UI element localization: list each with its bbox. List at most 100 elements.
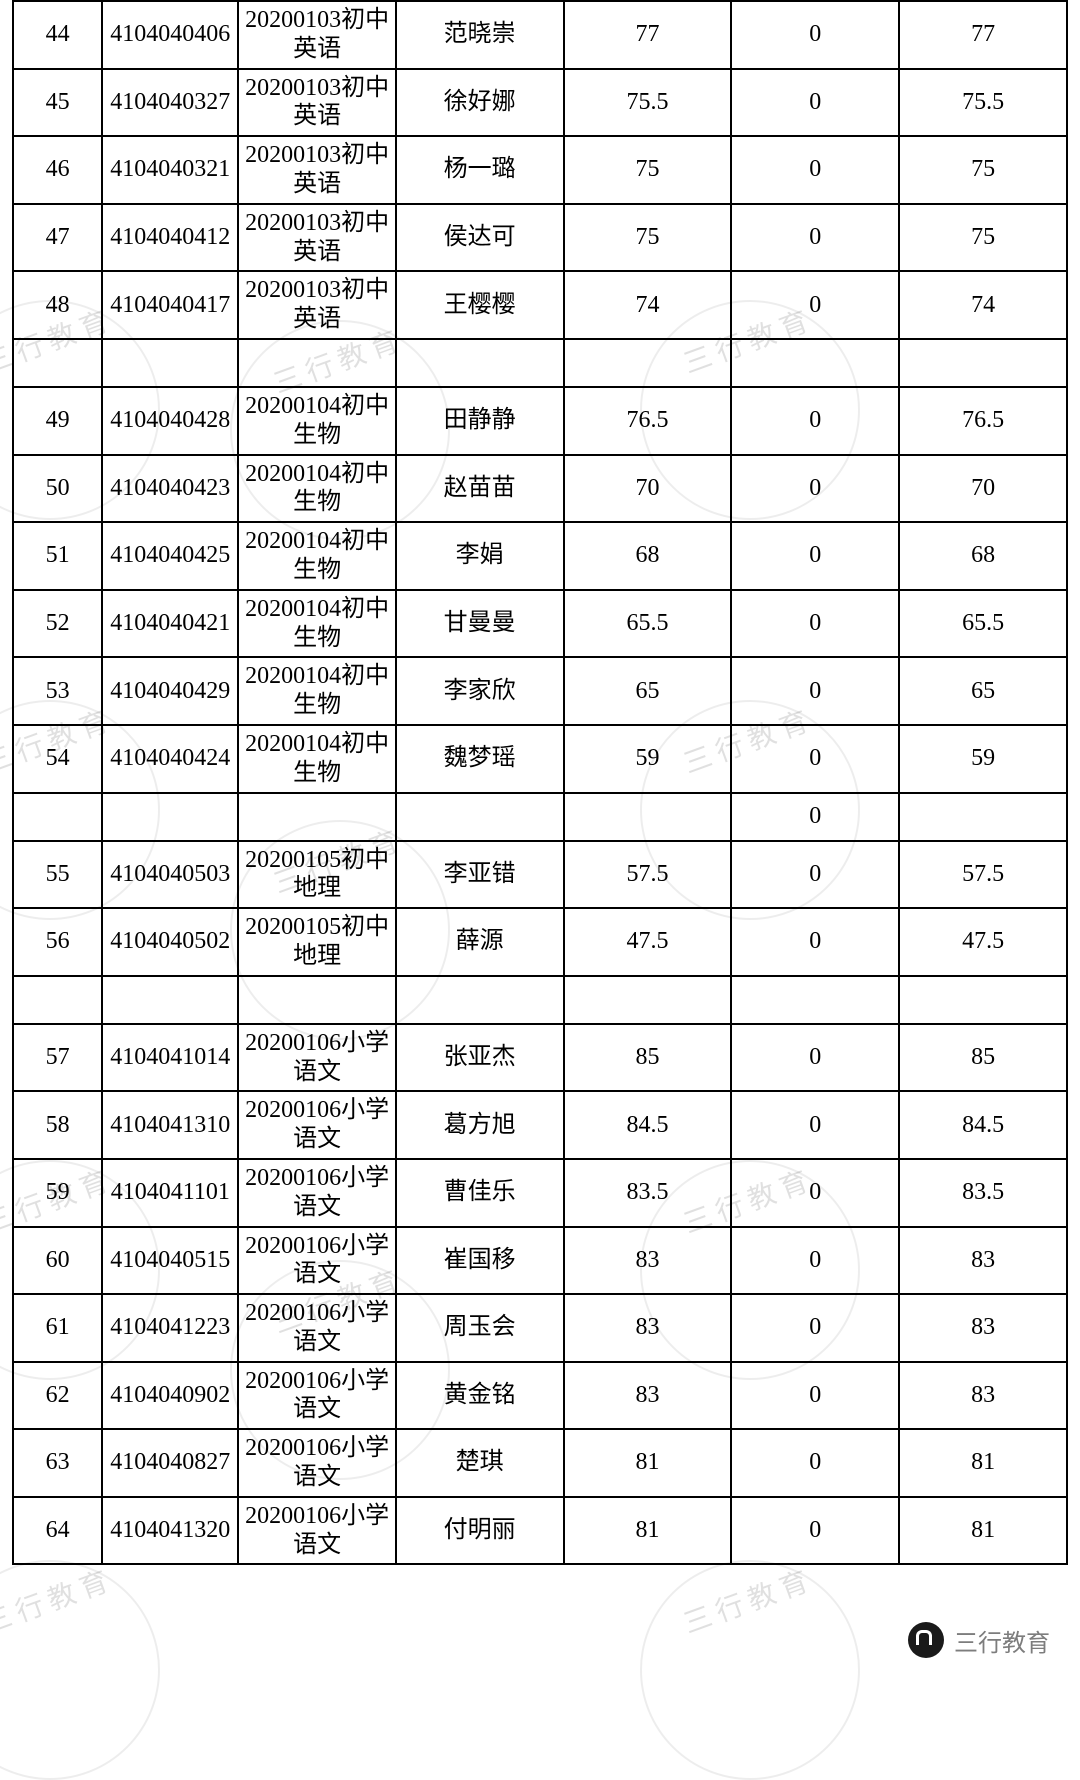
cell-name: 楚琪 — [396, 1429, 564, 1497]
table-row: 56410404050220200105初中地理薛源47.5047.5 — [13, 908, 1067, 976]
cell-score2: 0 — [731, 1, 899, 69]
table-row: 47410404041220200103初中英语侯达可75075 — [13, 204, 1067, 272]
cell-total — [899, 976, 1067, 1024]
cell-total: 57.5 — [899, 841, 1067, 909]
cell-exam-number: 4104040429 — [102, 657, 238, 725]
cell-total: 65 — [899, 657, 1067, 725]
cell-score1: 75 — [564, 136, 732, 204]
cell-name: 杨一璐 — [396, 136, 564, 204]
cell-score2: 0 — [731, 1362, 899, 1430]
cell-subject: 20200103初中英语 — [238, 271, 395, 339]
cell-name: 付明丽 — [396, 1497, 564, 1565]
score-table-body: 44410404040620200103初中英语范晓崇7707745410404… — [13, 1, 1067, 1564]
table-row: 62410404090220200106小学语文黄金铭83083 — [13, 1362, 1067, 1430]
cell-total: 65.5 — [899, 590, 1067, 658]
cell-score2 — [731, 339, 899, 387]
cell-exam-number: 4104040327 — [102, 69, 238, 137]
cell-total: 83 — [899, 1294, 1067, 1362]
cell-exam-number: 4104040421 — [102, 590, 238, 658]
cell-score1: 68 — [564, 522, 732, 590]
cell-score2: 0 — [731, 522, 899, 590]
cell-score1: 75.5 — [564, 69, 732, 137]
table-row: 61410404122320200106小学语文周玉会83083 — [13, 1294, 1067, 1362]
cell-score2: 0 — [731, 1024, 899, 1092]
cell-exam-number: 4104040412 — [102, 204, 238, 272]
cell-total: 83.5 — [899, 1159, 1067, 1227]
cell-total: 85 — [899, 1024, 1067, 1092]
table-row: 64410404132020200106小学语文付明丽81081 — [13, 1497, 1067, 1565]
cell-subject: 20200106小学语文 — [238, 1294, 395, 1362]
cell-total: 59 — [899, 725, 1067, 793]
cell-name: 李娟 — [396, 522, 564, 590]
table-row — [13, 976, 1067, 1024]
cell-subject: 20200103初中英语 — [238, 204, 395, 272]
cell-subject: 20200105初中地理 — [238, 908, 395, 976]
cell-score1: 77 — [564, 1, 732, 69]
cell-name: 张亚杰 — [396, 1024, 564, 1092]
cell-name: 李家欣 — [396, 657, 564, 725]
cell-subject: 20200104初中生物 — [238, 455, 395, 523]
cell-index: 48 — [13, 271, 102, 339]
cell-score1 — [564, 793, 732, 841]
cell-index: 50 — [13, 455, 102, 523]
cell-score1: 65.5 — [564, 590, 732, 658]
cell-subject: 20200106小学语文 — [238, 1227, 395, 1295]
table-row: 0 — [13, 793, 1067, 841]
cell-total: 70 — [899, 455, 1067, 523]
cell-total: 81 — [899, 1429, 1067, 1497]
cell-total: 83 — [899, 1362, 1067, 1430]
cell-score1: 83 — [564, 1294, 732, 1362]
cell-score1: 83 — [564, 1362, 732, 1430]
cell-total — [899, 339, 1067, 387]
cell-name: 甘曼曼 — [396, 590, 564, 658]
cell-exam-number — [102, 976, 238, 1024]
cell-total: 81 — [899, 1497, 1067, 1565]
cell-exam-number: 4104040902 — [102, 1362, 238, 1430]
cell-score2: 0 — [731, 204, 899, 272]
cell-score1: 83.5 — [564, 1159, 732, 1227]
cell-index: 51 — [13, 522, 102, 590]
cell-exam-number: 4104041223 — [102, 1294, 238, 1362]
cell-subject — [238, 339, 395, 387]
cell-index: 52 — [13, 590, 102, 658]
cell-name — [396, 976, 564, 1024]
cell-total: 47.5 — [899, 908, 1067, 976]
table-row: 57410404101420200106小学语文张亚杰85085 — [13, 1024, 1067, 1092]
cell-score1 — [564, 976, 732, 1024]
cell-exam-number: 4104040515 — [102, 1227, 238, 1295]
cell-name: 范晓崇 — [396, 1, 564, 69]
cell-total — [899, 793, 1067, 841]
score-table-wrap: 44410404040620200103初中英语范晓崇7707745410404… — [0, 0, 1080, 1565]
cell-subject: 20200106小学语文 — [238, 1024, 395, 1092]
cell-score2: 0 — [731, 136, 899, 204]
cell-exam-number: 4104041310 — [102, 1091, 238, 1159]
table-row: 63410404082720200106小学语文楚琪81081 — [13, 1429, 1067, 1497]
table-row: 44410404040620200103初中英语范晓崇77077 — [13, 1, 1067, 69]
score-table: 44410404040620200103初中英语范晓崇7707745410404… — [12, 0, 1068, 1565]
cell-index: 64 — [13, 1497, 102, 1565]
cell-score2: 0 — [731, 1227, 899, 1295]
cell-subject — [238, 976, 395, 1024]
table-row: 48410404041720200103初中英语王樱樱74074 — [13, 271, 1067, 339]
cell-score2: 0 — [731, 590, 899, 658]
cell-score2: 0 — [731, 1497, 899, 1565]
cell-index: 57 — [13, 1024, 102, 1092]
cell-total: 74 — [899, 271, 1067, 339]
cell-score1: 75 — [564, 204, 732, 272]
cell-name: 曹佳乐 — [396, 1159, 564, 1227]
cell-index: 60 — [13, 1227, 102, 1295]
cell-exam-number: 4104041014 — [102, 1024, 238, 1092]
table-row: 49410404042820200104初中生物田静静76.5076.5 — [13, 387, 1067, 455]
cell-exam-number: 4104041101 — [102, 1159, 238, 1227]
cell-subject: 20200103初中英语 — [238, 1, 395, 69]
cell-index: 45 — [13, 69, 102, 137]
cell-subject: 20200103初中英语 — [238, 136, 395, 204]
cell-subject: 20200106小学语文 — [238, 1497, 395, 1565]
cell-total: 76.5 — [899, 387, 1067, 455]
footer-brand-text: 三行教育 — [954, 1623, 1050, 1658]
table-row: 50410404042320200104初中生物赵苗苗70070 — [13, 455, 1067, 523]
cell-name: 徐好娜 — [396, 69, 564, 137]
cell-name: 侯达可 — [396, 204, 564, 272]
cell-score1 — [564, 339, 732, 387]
cell-score2 — [731, 976, 899, 1024]
